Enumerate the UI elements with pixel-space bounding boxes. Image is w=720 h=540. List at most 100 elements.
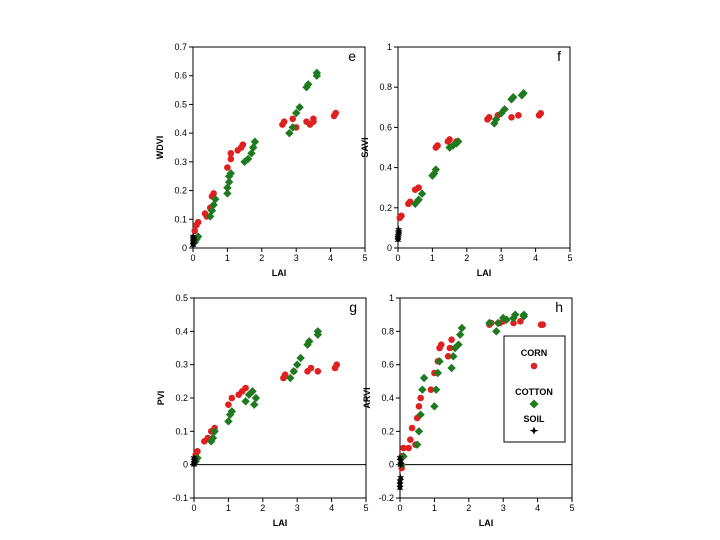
x-axis-label: LAI (479, 518, 494, 528)
cotton-point (248, 387, 257, 396)
cotton-point (413, 440, 422, 449)
corn-point (517, 318, 524, 325)
cotton-point (223, 189, 232, 198)
series-soil (190, 454, 199, 469)
x-tick-label: 2 (466, 503, 471, 513)
corn-point (407, 436, 414, 443)
corn-point (227, 155, 235, 163)
x-axis-label: LAI (273, 518, 288, 528)
plot-frame (193, 297, 367, 499)
corn-point (405, 444, 412, 452)
cotton-point (305, 337, 314, 346)
x-tick-label: 1 (225, 253, 230, 263)
corn-point (225, 401, 232, 408)
cotton-point (416, 410, 425, 419)
cotton-point (449, 352, 458, 361)
cotton-point (500, 105, 509, 114)
cotton-point (519, 89, 528, 98)
cotton-point (226, 169, 236, 178)
corn-point (228, 394, 236, 402)
y-tick-label: 0.6 (379, 122, 392, 132)
y-tick-label: 0.8 (379, 82, 392, 92)
y-tick-label: 0.6 (381, 360, 394, 370)
corn-point (194, 448, 201, 455)
x-tick-label: 5 (362, 253, 367, 263)
panel-letter: h (555, 299, 563, 315)
cotton-point (491, 115, 501, 124)
x-tick-label: 5 (569, 503, 574, 513)
y-tick-label: 0.4 (381, 393, 394, 403)
cotton-point (435, 357, 444, 366)
x-tick-label: 3 (499, 253, 504, 263)
panel-letter: e (348, 48, 356, 64)
soil-point (397, 474, 405, 482)
series-cotton (191, 327, 323, 466)
corn-point (508, 114, 515, 121)
y-tick-label: 0.2 (174, 186, 187, 196)
cotton-point (419, 373, 429, 383)
corn-point (539, 321, 547, 328)
corn-point (510, 319, 517, 327)
cotton-point (285, 128, 294, 138)
y-tick-label: 0.2 (381, 426, 394, 436)
corn-point (515, 112, 522, 119)
y-tick-label: 0 (387, 243, 392, 253)
corn-point (408, 424, 416, 432)
plot-frame (397, 46, 571, 249)
cotton-point (211, 194, 220, 204)
y-tick-label: -0.1 (172, 493, 188, 503)
corn-point (194, 218, 202, 226)
cotton-point (289, 367, 298, 376)
panel-letter: g (349, 299, 357, 315)
cotton-point (414, 195, 423, 204)
series-cotton (190, 68, 322, 247)
legend-frame (503, 335, 566, 443)
cotton-point (210, 427, 219, 436)
cotton-point (241, 397, 250, 406)
cotton-point (418, 385, 427, 394)
x-tick-label: 5 (363, 503, 368, 513)
x-tick-label: 3 (295, 503, 300, 513)
cotton-point (227, 407, 237, 416)
x-axis-label: LAI (477, 268, 492, 278)
y-tick-label: 1 (387, 42, 392, 52)
x-tick-label: 0 (191, 503, 196, 513)
cotton-point (433, 368, 443, 378)
series-cotton (411, 89, 528, 208)
corn-point (191, 227, 199, 235)
cotton-point (304, 80, 313, 89)
cotton-point (417, 189, 427, 198)
y-tick-label: -0.2 (378, 493, 394, 503)
corn-point (448, 336, 455, 343)
series-soil (396, 454, 405, 492)
corn-point (281, 371, 289, 378)
cotton-point (286, 373, 295, 383)
x-tick-label: 0 (397, 503, 402, 513)
series-corn (192, 361, 341, 458)
panel-letter: f (557, 48, 561, 64)
cotton-point (250, 400, 259, 409)
corn-point (242, 384, 249, 392)
x-tick-label: 2 (464, 253, 469, 263)
panel-f: 0 1 2 3 4 5 0 0.2 0.4 0.6 0.8 1 LAI SAVI f (360, 42, 573, 278)
y-axis-label: ARVI (362, 387, 372, 408)
y-tick-label: 0.6 (174, 71, 187, 81)
x-tick-label: 1 (432, 503, 437, 513)
cotton-point (431, 385, 441, 394)
corn-point (437, 341, 445, 348)
corn-point (434, 142, 441, 149)
cotton-point (456, 330, 465, 339)
cotton-point (251, 393, 261, 403)
corn-point (537, 110, 545, 117)
x-tick-label: 3 (294, 253, 299, 263)
y-tick-label: 0 (389, 460, 394, 470)
x-tick-label: 4 (329, 503, 334, 513)
x-tick-label: 3 (501, 503, 506, 513)
corn-point (307, 364, 315, 372)
corn-point (332, 109, 340, 117)
corn-point (227, 149, 235, 157)
legend-label-corn: CORN (521, 348, 548, 358)
corn-point (398, 212, 405, 220)
y-tick-label: 0.4 (174, 128, 187, 138)
